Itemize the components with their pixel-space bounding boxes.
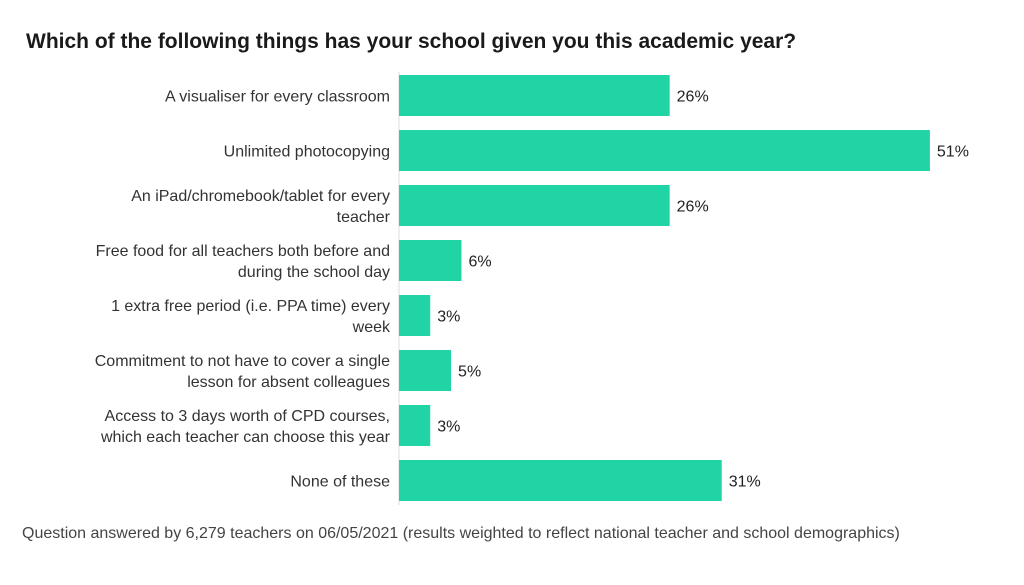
bar-1: [399, 130, 930, 171]
category-label-7: None of these: [290, 474, 390, 491]
category-label-6: Access to 3 days worth of CPD courses, wh…: [100, 408, 391, 446]
category-label-0: A visualiser for every classroom: [165, 89, 390, 106]
bar-7: [399, 460, 722, 501]
value-label-4: 3%: [437, 309, 460, 326]
bar-3: [399, 240, 462, 281]
bar-4: [399, 295, 431, 336]
value-label-3: 6%: [468, 254, 491, 271]
bar-6: [399, 405, 431, 446]
category-label-3: Free food for all teachers both before a…: [96, 243, 390, 281]
bar-0: [399, 75, 670, 116]
bar-5: [399, 350, 452, 391]
chart-title: Which of the following things has your s…: [26, 30, 797, 53]
value-label-2: 26%: [677, 199, 709, 216]
value-label-7: 31%: [729, 474, 761, 491]
category-label-5: Commitment to not have to cover a single…: [95, 353, 390, 391]
value-label-5: 5%: [458, 364, 481, 381]
value-label-1: 51%: [937, 144, 969, 161]
category-label-4: 1 extra free period (i.e. PPA time) ever…: [111, 298, 391, 336]
value-label-6: 3%: [437, 419, 460, 436]
value-label-0: 26%: [677, 89, 709, 106]
chart-footnote: Question answered by 6,279 teachers on 0…: [22, 525, 900, 542]
category-label-1: Unlimited photocopying: [224, 144, 390, 161]
bar-2: [399, 185, 670, 226]
category-label-2: An iPad/chromebook/tablet for every teach…: [131, 188, 390, 226]
